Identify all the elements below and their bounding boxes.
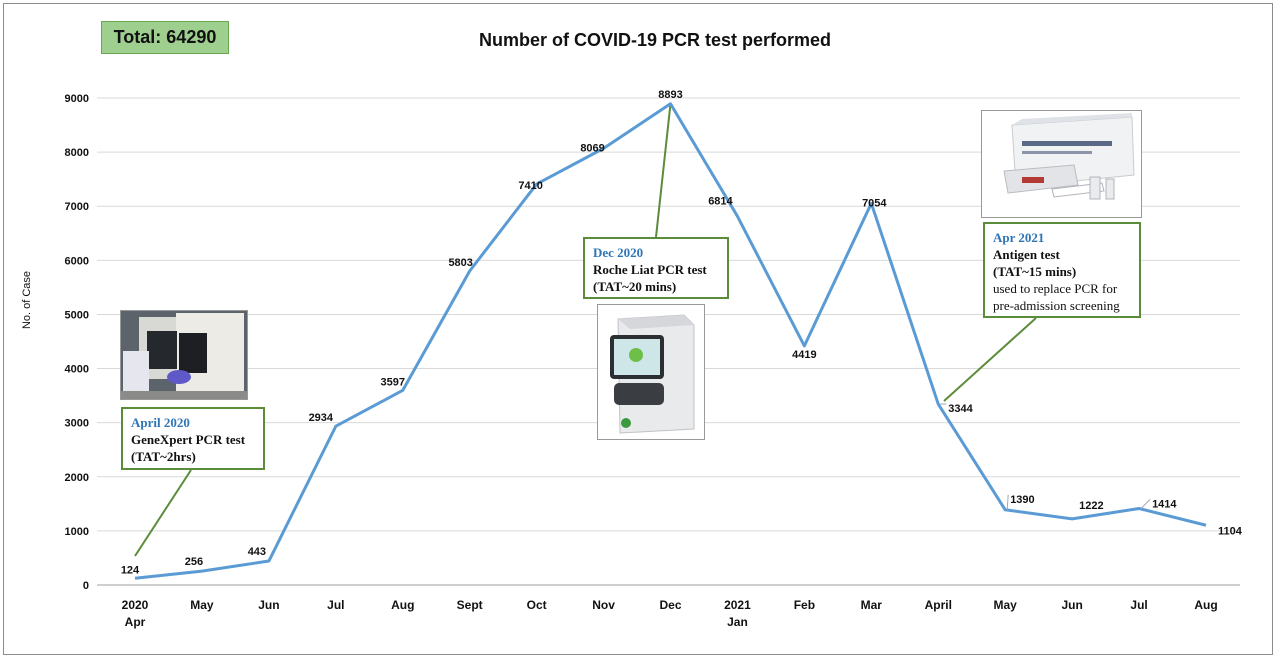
callout-line: (TAT~15 mins) [993,264,1077,279]
data-label: 1104 [1218,525,1243,537]
callout-line: (TAT~20 mins) [593,279,677,294]
series-lines [134,102,1207,580]
data-label: 256 [185,556,203,568]
data-label: 443 [248,546,266,558]
callout-connectors [134,103,1037,557]
total-badge: Total: 64290 [101,21,229,54]
y-tick-label: 4000 [65,364,89,376]
y-tick-label: 2000 [65,472,89,484]
data-label: 3597 [381,376,405,388]
callout-april-2020: April 2020 GeneXpert PCR test (TAT~2hrs) [121,407,265,470]
roche-liat-photo [597,304,705,440]
y-tick-label: 5000 [65,309,89,321]
antigen-kit-photo [981,110,1142,218]
data-label-leader [1140,499,1151,509]
data-label: 8893 [658,89,682,101]
y-tick-label: 7000 [65,201,89,213]
x-tick-label: Nov [592,598,615,612]
callout-apr-2021: Apr 2021 Antigen test (TAT~15 mins) used… [983,222,1141,318]
data-label-leader [1006,494,1009,510]
x-tick-label: Jun [1061,598,1082,612]
axes: 0 1000 2000 3000 4000 5000 6000 7000 8000 9000 No.… [21,93,1240,629]
data-labels: 124 256 443 2934 3597 5803 7410 8069 8893 6814 441… [121,89,1243,577]
y-tick-label: 3000 [65,418,89,430]
x-tick-label: Jun [258,598,279,612]
data-label: 7410 [518,180,542,192]
x-tick-label: Aug [1194,598,1217,612]
connector-dec-2020 [655,103,672,238]
data-label: 3344 [948,403,973,415]
callout-line: GeneXpert PCR test [131,432,246,447]
x-tick-label: Sept [457,598,483,612]
genexpert-photo [120,310,248,400]
data-label: 6814 [708,195,733,207]
callout-line: Roche Liat PCR test [593,262,707,277]
y-tick-label: 6000 [65,255,89,267]
callout-title: Dec 2020 [593,245,644,260]
callout-title: Apr 2021 [993,230,1045,245]
callout-line: Antigen test [993,247,1060,262]
x-tick-label: Mar [861,598,883,612]
callout-line: used to replace PCR for [993,281,1118,296]
callout-title: April 2020 [131,415,190,430]
x-tick-label: 2021 [724,598,751,612]
connector-april-2020 [134,469,192,557]
x-tick-label: Feb [794,598,815,612]
data-label: 5803 [448,257,472,269]
y-tick-label: 0 [83,580,89,592]
data-label: 4419 [792,349,816,361]
roche-liat-illustration [598,305,704,439]
callout-line: pre-admission screening [993,298,1120,313]
y-tick-label: 9000 [65,93,89,105]
data-label: 124 [121,564,140,576]
data-label: 7054 [862,197,887,209]
x-tick-label: Jul [1130,598,1147,612]
y-tick-label: 8000 [65,147,89,159]
x-tick-label: Jul [327,598,344,612]
data-label: 1222 [1079,500,1103,512]
antigen-kit-illustration [982,111,1141,217]
connector-apr-2021 [943,317,1037,402]
x-tick-label: Dec [659,598,681,612]
x-tick-label: Oct [527,598,547,612]
callout-dec-2020: Dec 2020 Roche Liat PCR test (TAT~20 min… [583,237,729,299]
x-tick-label: Apr [125,615,146,629]
series-line [134,102,1207,580]
x-tick-label: May [190,598,214,612]
y-tick-label: 1000 [65,526,89,538]
x-tick-label: Aug [391,598,414,612]
data-label: 8069 [580,142,604,154]
x-tick-label: Jan [727,615,748,629]
x-tick-label: May [994,598,1018,612]
chart-title: Number of COVID-19 PCR test performed [478,30,832,50]
callout-line: (TAT~2hrs) [131,449,196,464]
genexpert-illustration [121,311,247,399]
data-label: 2934 [309,412,334,424]
y-axis-title: No. of Case [21,271,33,329]
x-tick-label: April [925,598,952,612]
data-label: 1414 [1152,498,1177,510]
x-tick-label: 2020 [122,598,149,612]
data-label: 1390 [1010,494,1034,506]
